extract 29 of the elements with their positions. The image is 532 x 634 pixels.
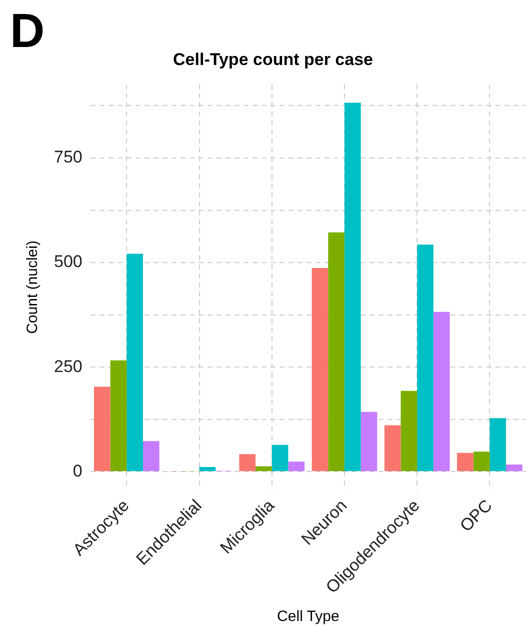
text: D <box>10 4 45 59</box>
bar <box>433 312 450 472</box>
bar <box>490 418 506 472</box>
bar <box>328 232 344 472</box>
bar <box>199 467 216 472</box>
bar <box>400 390 418 472</box>
bar <box>384 425 401 472</box>
y-axis-title: Count (nuclei) <box>24 240 42 334</box>
bar <box>126 254 144 472</box>
bar <box>360 412 378 472</box>
y-tick-label: 0 <box>72 461 82 480</box>
bar <box>288 462 305 472</box>
bar <box>239 454 256 472</box>
bar <box>272 444 288 472</box>
y-tick-label: 750 <box>54 148 82 167</box>
y-tick-label: 250 <box>54 356 82 376</box>
bar <box>473 452 490 472</box>
bar <box>143 441 160 472</box>
bar <box>506 464 522 472</box>
bar <box>344 102 361 472</box>
bar <box>256 466 272 472</box>
chart-title: Cell-Type count per case <box>173 50 373 69</box>
bar <box>312 268 328 472</box>
bar <box>457 452 474 472</box>
bar <box>110 360 127 472</box>
x-axis-title: Cell Type <box>277 608 340 626</box>
bar <box>94 386 110 472</box>
bar <box>417 244 434 472</box>
y-tick-label: 500 <box>54 252 82 272</box>
